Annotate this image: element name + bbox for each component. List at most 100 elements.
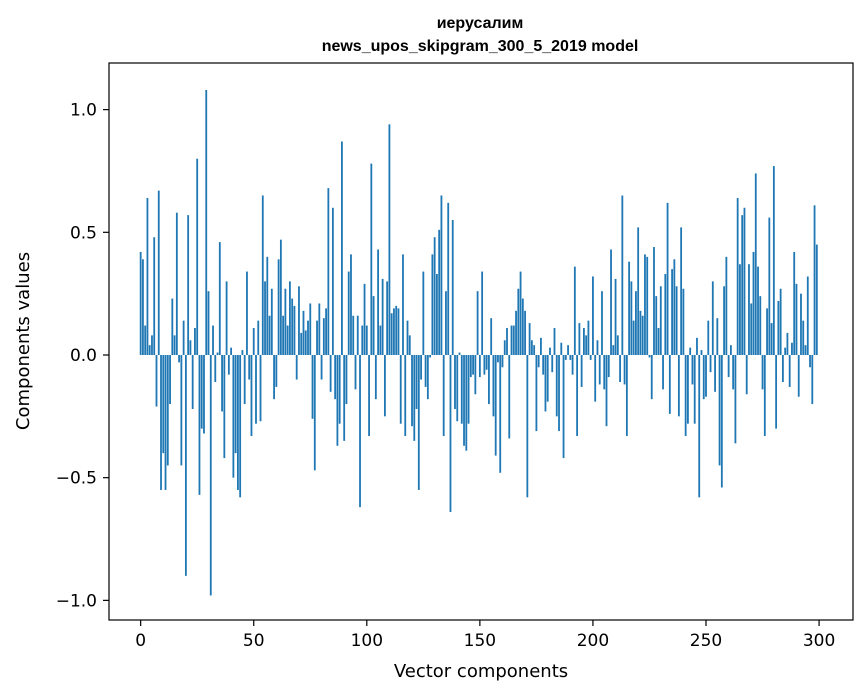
- bar: [603, 355, 606, 390]
- bar: [567, 345, 569, 355]
- bar: [390, 313, 393, 355]
- bar: [601, 291, 603, 355]
- bar: [442, 355, 445, 436]
- x-tick-label: 150: [464, 631, 496, 651]
- bar: [671, 269, 673, 355]
- bar: [806, 276, 809, 355]
- bar: [752, 251, 755, 355]
- bar: [585, 335, 588, 355]
- bar: [551, 355, 554, 373]
- bar: [614, 278, 617, 355]
- bar: [562, 355, 565, 459]
- bar: [445, 291, 447, 355]
- bar: [503, 340, 506, 355]
- bar: [573, 266, 576, 355]
- bar: [720, 355, 723, 488]
- bar: [537, 355, 540, 368]
- bar: [458, 352, 461, 355]
- bar: [813, 205, 816, 355]
- bar: [635, 291, 637, 355]
- bar: [768, 217, 771, 355]
- bar: [386, 281, 389, 355]
- bar: [433, 237, 436, 355]
- bar: [515, 310, 517, 355]
- bar: [723, 286, 726, 355]
- bar: [571, 355, 574, 375]
- bar: [781, 355, 784, 382]
- bar: [365, 325, 368, 355]
- bar: [770, 323, 773, 355]
- bar-series: [139, 89, 818, 596]
- bar: [205, 89, 208, 355]
- bar: [766, 308, 768, 355]
- bar: [716, 318, 719, 355]
- bar: [440, 195, 443, 355]
- bar: [374, 355, 377, 400]
- bar: [481, 271, 484, 355]
- bar: [178, 355, 181, 363]
- bar: [316, 320, 318, 355]
- bar: [155, 355, 158, 407]
- bar: [709, 355, 712, 373]
- bar: [530, 340, 533, 355]
- bar: [354, 355, 357, 390]
- bar: [696, 337, 698, 355]
- bar: [264, 281, 266, 355]
- bar: [675, 286, 678, 355]
- bar: [542, 355, 545, 375]
- bar: [175, 212, 178, 355]
- bar: [540, 337, 542, 355]
- bar: [521, 298, 524, 355]
- bar: [777, 301, 780, 355]
- bar: [408, 335, 411, 355]
- bar: [659, 286, 662, 355]
- bar: [395, 305, 398, 355]
- bar: [209, 355, 212, 596]
- bar: [336, 355, 339, 446]
- bar: [650, 355, 653, 400]
- bar: [246, 271, 248, 355]
- bar: [628, 261, 631, 355]
- bar: [463, 355, 465, 446]
- y-tick-label: −1.0: [56, 591, 97, 611]
- bar: [653, 247, 655, 355]
- bar: [802, 320, 805, 355]
- y-axis-label: Components values: [13, 252, 34, 430]
- bar: [237, 355, 239, 490]
- bar: [754, 173, 757, 355]
- bar: [580, 355, 583, 387]
- bar: [422, 271, 425, 355]
- bar: [499, 355, 502, 473]
- bar: [467, 355, 470, 424]
- chart-title: иерусалим: [437, 15, 524, 32]
- bar: [800, 293, 802, 355]
- bar: [284, 288, 287, 355]
- bar: [151, 335, 153, 355]
- chart-subtitle: news_upos_skipgram_300_5_2019 model: [322, 38, 639, 55]
- bar: [187, 215, 190, 355]
- bar: [689, 347, 692, 355]
- bar: [714, 355, 716, 392]
- bar: [646, 256, 649, 355]
- bar: [644, 254, 646, 355]
- bar: [302, 310, 305, 355]
- bar: [196, 158, 199, 355]
- bar: [811, 355, 814, 405]
- bar: [734, 355, 737, 444]
- bar: [492, 355, 495, 417]
- bar: [207, 291, 210, 355]
- bar: [148, 345, 151, 355]
- bar: [512, 325, 515, 355]
- bar: [546, 355, 549, 402]
- bar: [286, 325, 289, 355]
- bar: [426, 355, 429, 400]
- bar: [748, 264, 750, 355]
- bar: [657, 328, 660, 355]
- bar: [415, 355, 418, 409]
- bar: [576, 355, 579, 436]
- bar: [693, 355, 696, 424]
- bar: [809, 355, 811, 368]
- bar: [241, 350, 244, 355]
- bar: [711, 281, 714, 355]
